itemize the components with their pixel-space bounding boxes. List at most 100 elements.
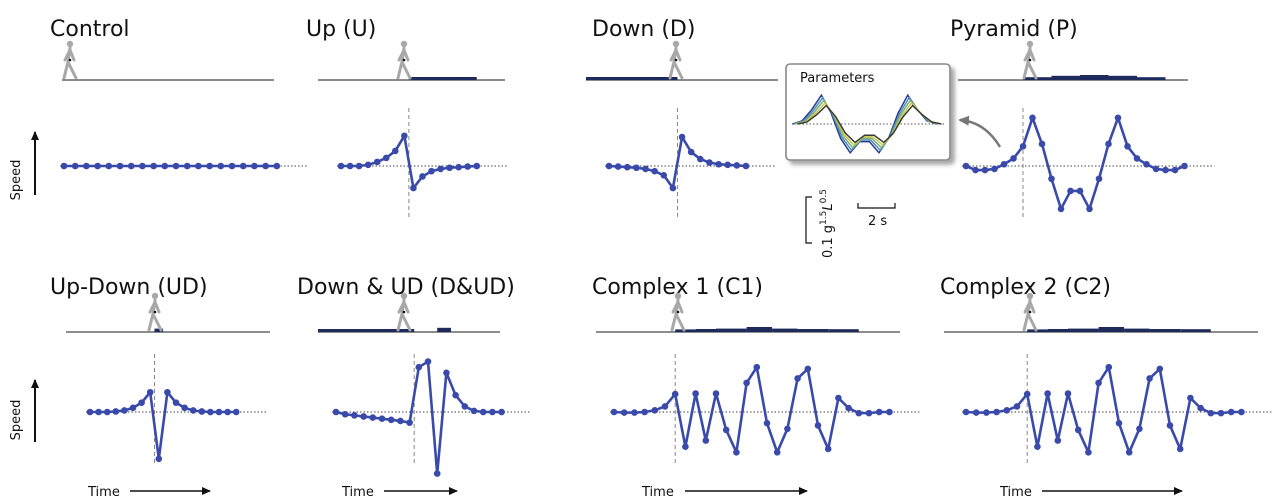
speed-point bbox=[660, 171, 668, 179]
speed-point bbox=[228, 162, 236, 170]
speed-point bbox=[355, 162, 363, 170]
speed-point bbox=[1227, 408, 1235, 416]
speed-point bbox=[146, 388, 154, 396]
speed-point bbox=[972, 166, 979, 174]
speed-point bbox=[464, 163, 472, 170]
speed-point bbox=[172, 399, 180, 406]
speed-axis-top: Speed bbox=[9, 131, 39, 201]
speed-point bbox=[715, 160, 722, 168]
perturbation-bar bbox=[797, 329, 829, 332]
walker-body bbox=[670, 298, 686, 332]
walker-body bbox=[62, 46, 78, 80]
speed-point bbox=[1143, 160, 1150, 168]
perturbation-bar bbox=[1137, 77, 1166, 80]
speed-point bbox=[682, 443, 689, 451]
speed-point bbox=[406, 419, 413, 426]
walker-head bbox=[1026, 40, 1034, 48]
speed-point bbox=[382, 154, 390, 162]
speed-point bbox=[962, 408, 970, 416]
speed-series-line bbox=[965, 365, 1242, 454]
speed-point bbox=[138, 399, 145, 406]
speed-point bbox=[962, 162, 970, 170]
speed-point bbox=[470, 407, 478, 415]
panel-title: Down (D) bbox=[592, 17, 695, 42]
speed-point bbox=[224, 408, 231, 416]
speed-point bbox=[742, 162, 750, 170]
inset-box bbox=[785, 63, 951, 161]
speed-point bbox=[620, 409, 628, 416]
walker-marker bbox=[402, 310, 406, 314]
walker-icon bbox=[1022, 40, 1038, 80]
walker-body bbox=[668, 46, 684, 80]
speed-series-line bbox=[341, 134, 477, 190]
speed-scale-label: 0.1 g1.5L0.5 bbox=[819, 189, 836, 258]
speed-point bbox=[784, 425, 791, 433]
speed-point bbox=[437, 165, 444, 173]
perturbation-bar bbox=[586, 77, 678, 80]
speed-point bbox=[121, 407, 128, 414]
perturbation-bar bbox=[318, 329, 415, 332]
speed-point bbox=[150, 162, 157, 170]
speed-point bbox=[1136, 425, 1143, 433]
perturbation-bar bbox=[1180, 329, 1211, 332]
speed-point bbox=[702, 437, 710, 444]
walker-marker bbox=[68, 58, 72, 62]
speed-axis-bottom: Speed bbox=[9, 379, 39, 442]
speed-point bbox=[215, 408, 223, 416]
perturbation-bar bbox=[828, 329, 859, 332]
time-axis-1: Time bbox=[87, 485, 211, 500]
walker-icon bbox=[670, 292, 686, 332]
perturbation-bar bbox=[1027, 329, 1048, 332]
speed-point bbox=[724, 161, 731, 169]
speed-label-top: Speed bbox=[9, 160, 24, 201]
speed-point bbox=[155, 455, 163, 463]
panel-5: Up-Down (UD) bbox=[50, 275, 270, 464]
speed-point bbox=[753, 363, 761, 371]
speed-point bbox=[105, 162, 113, 170]
speed-point bbox=[1133, 155, 1141, 162]
speed-point bbox=[1162, 166, 1169, 174]
speed-point bbox=[183, 162, 191, 170]
speed-point bbox=[369, 414, 377, 421]
walker-body bbox=[1022, 46, 1038, 80]
speed-point bbox=[1029, 114, 1036, 122]
perturbation-bar bbox=[675, 329, 696, 332]
speed-point bbox=[181, 404, 188, 412]
speed-point bbox=[631, 409, 638, 416]
walker-head bbox=[400, 40, 408, 48]
walker-icon bbox=[1022, 292, 1038, 332]
perturbation-bar bbox=[408, 77, 477, 80]
speed-point bbox=[610, 408, 618, 416]
speed-point bbox=[424, 358, 432, 365]
panel-4: Pyramid (P) bbox=[950, 17, 1215, 218]
speed-point bbox=[1146, 375, 1153, 382]
speed-point bbox=[697, 155, 704, 163]
speed-point bbox=[419, 173, 426, 180]
perturbation-bar bbox=[695, 329, 716, 332]
inset-curve bbox=[797, 104, 942, 144]
speed-point bbox=[1095, 379, 1102, 387]
speed-point bbox=[95, 408, 102, 416]
speed-point bbox=[661, 403, 669, 410]
speed-label-bottom: Speed bbox=[9, 400, 24, 441]
perturbation-bar bbox=[1108, 75, 1137, 80]
speed-point bbox=[415, 363, 423, 371]
speed-point bbox=[164, 388, 171, 396]
speed-point bbox=[1019, 142, 1027, 150]
perturbation-bar bbox=[1047, 329, 1068, 332]
speed-point bbox=[378, 415, 386, 423]
speed-point bbox=[1086, 205, 1093, 213]
speed-point bbox=[94, 162, 101, 170]
perturbation-bar bbox=[154, 328, 164, 332]
walker-head bbox=[66, 40, 74, 48]
speed-point bbox=[1166, 422, 1174, 429]
perturbation-bar bbox=[1124, 328, 1150, 332]
speed-point bbox=[71, 162, 79, 170]
speed-point bbox=[1187, 394, 1194, 402]
speed-point bbox=[706, 159, 713, 166]
speed-point bbox=[1064, 390, 1072, 397]
speed-point bbox=[614, 163, 622, 170]
speed-point bbox=[172, 162, 180, 170]
speed-point bbox=[1054, 437, 1062, 444]
